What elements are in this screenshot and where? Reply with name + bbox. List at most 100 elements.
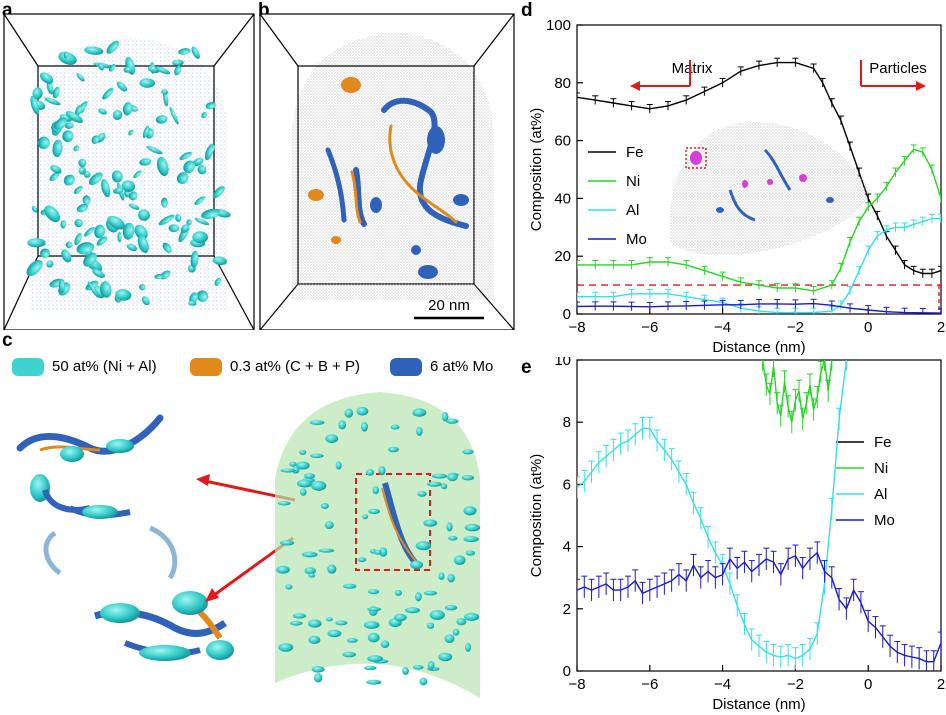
- y-tick-label: 60: [554, 133, 571, 150]
- ni-al-particle: [427, 661, 435, 670]
- ni-al-particle: [37, 136, 50, 150]
- ni-al-particle: [117, 231, 122, 243]
- ni-al-particle: [390, 424, 400, 430]
- ni-al-particle: [280, 540, 295, 546]
- ni-al-particle: [179, 151, 192, 161]
- ni-al-particle: [108, 63, 116, 72]
- green-volume-particles: [276, 406, 481, 686]
- ni-al-particle: [27, 238, 46, 248]
- ni-al-particle: [441, 483, 448, 490]
- ni-al-particle: [192, 231, 208, 244]
- mo-segregation-features: [308, 77, 469, 279]
- y-tick-label: 6: [563, 476, 571, 493]
- panel-letter-a: a: [2, 0, 13, 21]
- ni-al-particle: [100, 281, 112, 298]
- ni-al-particle: [172, 59, 184, 66]
- ni-al-particle: [320, 503, 329, 509]
- ni-al-particle: [374, 549, 382, 555]
- x-tick-label: −6: [641, 319, 658, 336]
- ni-al-particle: [162, 242, 172, 254]
- ni-al-particle: [426, 622, 435, 629]
- ni-al-particle: [431, 473, 448, 479]
- legend-label-ni: Ni: [626, 173, 640, 190]
- ni-al-particle: [438, 572, 445, 580]
- inset-reconstruction: [669, 121, 870, 256]
- ni-al-particle: [367, 632, 380, 643]
- ni-al-particle: [30, 96, 39, 115]
- x-tick-label: 0: [864, 676, 872, 693]
- ni-al-particle: [441, 411, 449, 422]
- ni-al-particle: [311, 666, 325, 673]
- ni-al-particle: [46, 82, 54, 95]
- ni-al-particle: [419, 677, 428, 686]
- ni-al-particle: [142, 125, 150, 139]
- y-tick-label: 40: [554, 190, 571, 207]
- legend-label-fe: Fe: [626, 144, 644, 161]
- ni-al-particle: [189, 292, 199, 304]
- ni-al-particle: [423, 590, 438, 596]
- ni-al-particle: [196, 290, 209, 302]
- ni-al-particle: [63, 51, 69, 59]
- ni-al-particle: [58, 279, 65, 293]
- ni-al-particle: [137, 235, 149, 254]
- panel-letter-d: d: [521, 0, 533, 21]
- ni-al-particle: [155, 66, 171, 75]
- panel-letter-b: b: [258, 0, 270, 21]
- legend-label-fe: Fe: [874, 434, 892, 451]
- ni-al-particle: [139, 158, 152, 166]
- ni-al-particle: [368, 508, 380, 514]
- ni-al-particle: [335, 461, 342, 470]
- ni-al-particle: [116, 81, 128, 92]
- series-line-ni: [761, 360, 833, 423]
- ni-al-particle: [112, 110, 123, 120]
- ni-al-particle: [426, 481, 442, 487]
- legend-label-mo: Mo: [874, 512, 895, 529]
- ni-al-particle: [73, 145, 80, 152]
- ni-al-particle: [445, 418, 459, 424]
- ni-al-particle: [107, 215, 126, 230]
- ni-al-particle: [367, 589, 380, 595]
- ni-al-particle: [338, 420, 347, 430]
- ni-al-particle: [361, 422, 368, 432]
- ni-al-particle: [402, 667, 409, 675]
- ni-al-particle: [122, 222, 135, 240]
- ni-al-particle: [94, 224, 105, 239]
- ni-al-particle: [311, 480, 327, 491]
- ni-al-particle: [101, 179, 111, 198]
- ni-al-particle: [106, 40, 120, 54]
- legend-label-ni-al: 50 at% (Ni + Al): [52, 358, 157, 375]
- ni-al-particle: [74, 233, 82, 246]
- legend-label-mo: Mo: [626, 231, 647, 248]
- x-axis-label: Distance (nm): [712, 696, 805, 713]
- x-tick-label: −2: [787, 319, 804, 336]
- legend-label-al: Al: [874, 486, 887, 503]
- ni-al-particle: [423, 519, 438, 527]
- ni-al-particle: [204, 143, 215, 161]
- ni-al-particle: [88, 172, 103, 186]
- ni-al-particle: [212, 186, 225, 199]
- ni-al-particle: [96, 236, 108, 246]
- ni-al-particle: [146, 145, 163, 155]
- panel-letter-e: e: [521, 357, 532, 378]
- ni-al-particle: [139, 283, 146, 291]
- ni-al-particle: [133, 170, 142, 179]
- y-tick-label: 8: [563, 414, 571, 431]
- ni-al-particle: [158, 214, 175, 226]
- cycle-arrow-right: [148, 525, 178, 580]
- ni-al-particle: [417, 491, 427, 497]
- ni-al-particle: [462, 449, 474, 455]
- y-tick-label: 4: [563, 539, 571, 556]
- ni-al-particle: [161, 197, 168, 208]
- tip-volume: [30, 38, 228, 310]
- ni-al-particle: [346, 638, 358, 643]
- ni-al-particle: [126, 243, 138, 252]
- ni-al-particle: [87, 281, 99, 298]
- ni-al-particle: [463, 506, 477, 516]
- ni-al-particle: [191, 46, 200, 59]
- ni-al-particle: [412, 665, 424, 670]
- ni-al-particle: [98, 108, 107, 115]
- y-tick-label: 80: [554, 75, 571, 92]
- ni-al-particle: [74, 218, 83, 228]
- ni-al-particle: [194, 217, 210, 226]
